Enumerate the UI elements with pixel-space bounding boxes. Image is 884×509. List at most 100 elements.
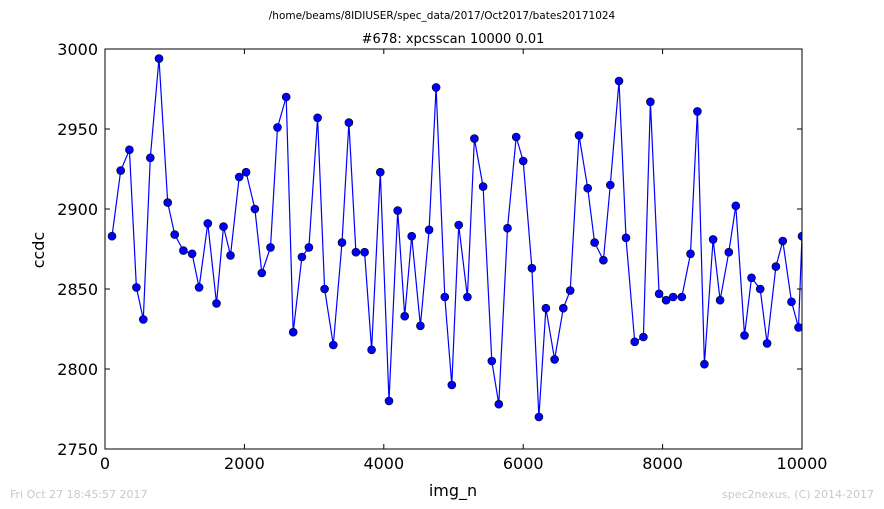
data-point xyxy=(511,132,521,142)
data-point xyxy=(527,263,537,273)
data-point xyxy=(400,311,410,321)
data-point xyxy=(297,252,307,262)
data-point xyxy=(724,247,734,257)
x-tick-label: 6000 xyxy=(503,454,544,473)
data-point xyxy=(234,172,244,182)
data-point xyxy=(407,231,417,241)
data-point xyxy=(574,131,584,140)
data-point xyxy=(360,247,369,257)
data-point xyxy=(431,83,441,92)
data-point xyxy=(132,283,141,292)
data-point xyxy=(794,323,802,332)
data-point xyxy=(605,180,615,190)
footer-credit: spec2nexus, (C) 2014-2017 xyxy=(722,488,874,501)
data-point xyxy=(693,107,702,116)
x-axis-label: img_n xyxy=(429,481,477,501)
data-point xyxy=(288,327,298,337)
x-tick-label: 2000 xyxy=(224,454,265,473)
chart-title: #678: xpcsscan 10000 0.01 xyxy=(362,32,545,47)
data-point xyxy=(344,118,354,127)
data-point xyxy=(226,251,235,260)
data-point xyxy=(241,167,251,177)
data-point xyxy=(454,220,464,230)
data-point xyxy=(590,238,599,247)
data-point xyxy=(250,204,260,214)
data-point xyxy=(661,295,671,305)
data-point xyxy=(463,292,472,302)
data-point xyxy=(686,249,695,259)
data-point xyxy=(219,222,228,231)
data-point xyxy=(304,243,314,252)
data-point xyxy=(787,297,796,307)
data-point xyxy=(266,243,275,252)
data-point xyxy=(170,230,179,239)
data-point xyxy=(440,292,450,302)
data-point xyxy=(447,380,457,390)
x-tick-label: 10000 xyxy=(777,454,828,473)
data-point xyxy=(424,225,434,235)
data-point xyxy=(487,356,497,366)
data-point xyxy=(700,359,709,369)
data-point xyxy=(478,182,488,191)
data-point xyxy=(179,246,188,255)
data-point xyxy=(565,286,575,295)
data-point xyxy=(139,315,148,324)
data-point xyxy=(518,156,528,166)
data-point xyxy=(154,54,164,63)
plot-area: 0 2000 4000 6000 8000 10000 2750 2800 2850 2900 29… xyxy=(57,40,827,473)
data-point xyxy=(550,355,559,364)
y-tick-label: 2800 xyxy=(57,360,98,379)
data-point xyxy=(328,340,338,350)
y-tick-label: 2750 xyxy=(57,440,98,459)
y-axis-label: ccdc xyxy=(29,232,48,269)
data-point xyxy=(503,223,512,233)
data-point xyxy=(273,123,282,132)
data-point xyxy=(494,399,504,409)
x-tick-label: 8000 xyxy=(642,454,683,473)
data-point xyxy=(187,249,197,259)
data-point xyxy=(677,292,687,302)
data-point xyxy=(715,295,725,305)
data-point xyxy=(384,396,394,406)
data-point xyxy=(212,299,221,308)
x-tick-label: 0 xyxy=(100,454,110,473)
data-point xyxy=(668,292,678,302)
x-tick-label: 4000 xyxy=(363,454,404,473)
data-point xyxy=(313,113,322,123)
data-point xyxy=(257,268,267,278)
data-point xyxy=(163,198,172,207)
data-point xyxy=(541,303,551,313)
data-point xyxy=(583,183,593,193)
y-tick-label: 2900 xyxy=(57,200,98,219)
data-point xyxy=(125,145,134,155)
data-point xyxy=(416,321,425,331)
data-point xyxy=(367,345,376,355)
y-tick-label: 2850 xyxy=(57,280,98,299)
data-point xyxy=(203,219,213,228)
footer-timestamp: Fri Oct 27 18:45:57 2017 xyxy=(10,488,148,501)
data-point xyxy=(621,233,631,243)
data-point xyxy=(470,134,479,143)
data-point xyxy=(194,283,204,292)
data-point xyxy=(639,332,648,342)
y-tick-label: 2950 xyxy=(57,120,98,139)
data-point xyxy=(755,284,765,294)
data-point xyxy=(797,231,802,241)
data-point xyxy=(393,206,403,215)
data-point xyxy=(708,235,718,244)
data-point xyxy=(558,303,568,313)
data-point xyxy=(320,284,329,294)
axes-frame xyxy=(104,48,803,450)
data-point xyxy=(740,331,749,340)
data-point xyxy=(534,412,544,422)
data-point xyxy=(654,289,664,299)
data-point xyxy=(599,255,608,265)
data-point xyxy=(614,76,624,86)
y-tick-label: 3000 xyxy=(57,40,98,59)
data-point xyxy=(107,231,117,241)
data-point xyxy=(646,97,655,107)
figure-suptitle: /home/beams/8IDIUSER/spec_data/2017/Oct2… xyxy=(269,10,616,22)
data-point xyxy=(375,167,385,177)
data-point xyxy=(116,166,125,175)
